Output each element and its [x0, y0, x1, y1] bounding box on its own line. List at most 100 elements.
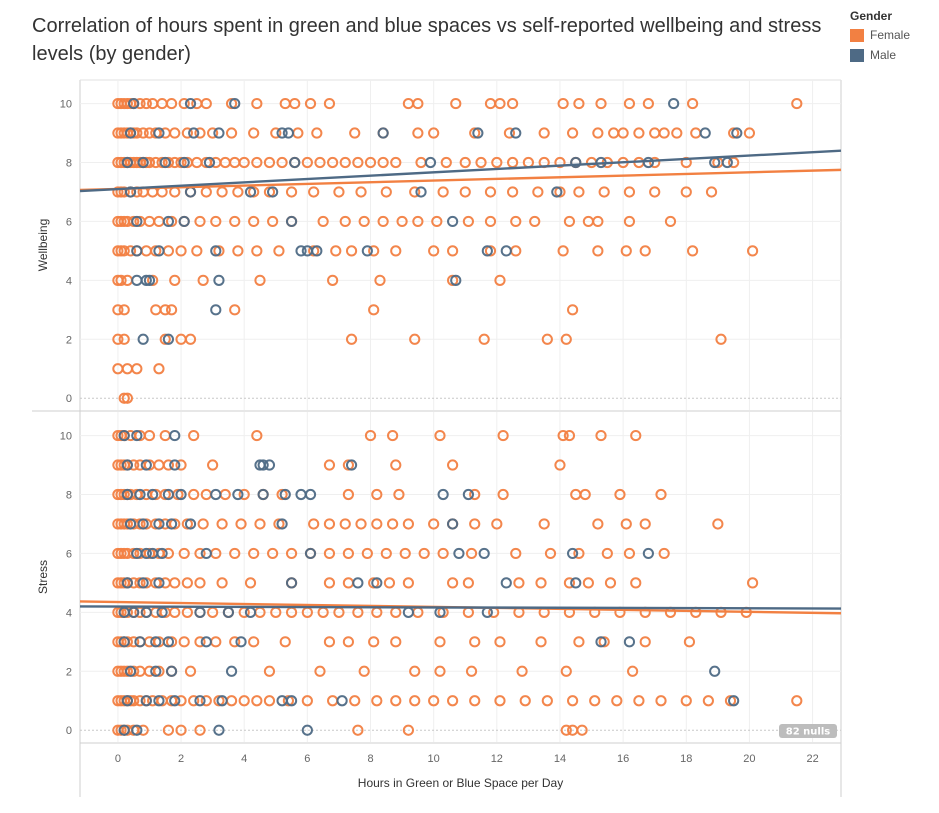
data-point-female[interactable] — [327, 695, 339, 707]
data-point-female[interactable] — [254, 518, 266, 530]
data-point-male[interactable] — [150, 636, 162, 648]
data-point-female[interactable] — [358, 665, 370, 677]
data-point-female[interactable] — [327, 274, 339, 286]
data-point-female[interactable] — [440, 156, 452, 169]
data-point-female[interactable] — [134, 695, 146, 707]
data-point-female[interactable] — [314, 665, 326, 677]
data-point-female[interactable] — [566, 304, 579, 316]
data-point-male[interactable] — [282, 127, 295, 139]
data-point-male[interactable] — [131, 724, 143, 736]
data-point-female[interactable] — [323, 577, 336, 589]
data-point-female[interactable] — [225, 695, 238, 707]
data-point-female[interactable] — [639, 518, 651, 530]
data-point-female[interactable] — [162, 245, 175, 257]
data-point-male[interactable] — [301, 724, 313, 736]
data-point-male[interactable] — [225, 665, 238, 677]
data-point-male[interactable] — [345, 459, 358, 471]
data-point-female[interactable] — [194, 724, 206, 736]
data-point-male[interactable] — [118, 724, 130, 736]
data-point-female[interactable] — [169, 127, 181, 139]
data-point-female[interactable] — [304, 97, 317, 110]
data-point-female[interactable] — [333, 186, 345, 198]
data-point-female[interactable] — [229, 215, 241, 228]
data-point-male[interactable] — [134, 636, 146, 648]
data-point-female[interactable] — [323, 459, 336, 471]
data-point-female[interactable] — [728, 156, 740, 169]
data-point-female[interactable] — [705, 186, 718, 198]
data-point-female[interactable] — [361, 547, 373, 560]
data-point-female[interactable] — [162, 459, 175, 471]
data-point-female[interactable] — [118, 333, 130, 345]
data-point-female[interactable] — [159, 304, 171, 316]
data-point-male[interactable] — [118, 429, 130, 442]
data-point-male[interactable] — [162, 215, 175, 228]
data-point-female[interactable] — [128, 459, 140, 471]
data-point-female[interactable] — [225, 127, 238, 139]
data-point-male[interactable] — [424, 156, 437, 169]
data-point-male[interactable] — [447, 215, 459, 228]
data-point-male[interactable] — [289, 156, 301, 169]
data-point-male[interactable] — [137, 577, 149, 589]
data-point-female[interactable] — [134, 97, 146, 110]
data-point-female[interactable] — [608, 127, 620, 139]
data-point-female[interactable] — [399, 547, 411, 560]
data-point-male[interactable] — [153, 577, 165, 589]
legend-item-female[interactable]: Female — [850, 28, 910, 42]
data-point-female[interactable] — [402, 518, 414, 530]
data-point-female[interactable] — [140, 245, 152, 257]
data-point-female[interactable] — [649, 156, 661, 169]
data-point-female[interactable] — [428, 695, 440, 707]
data-point-female[interactable] — [582, 577, 594, 589]
data-point-female[interactable] — [140, 97, 152, 110]
data-point-male[interactable] — [551, 186, 563, 198]
data-point-female[interactable] — [573, 547, 585, 560]
data-point-male[interactable] — [175, 488, 187, 501]
data-point-male[interactable] — [210, 488, 222, 501]
data-point-male[interactable] — [203, 156, 216, 169]
data-point-female[interactable] — [554, 459, 566, 471]
data-point-female[interactable] — [686, 97, 699, 110]
data-point-female[interactable] — [342, 488, 355, 501]
data-point-female[interactable] — [390, 636, 402, 648]
data-point-female[interactable] — [137, 127, 149, 139]
data-point-female[interactable] — [200, 97, 212, 110]
data-point-female[interactable] — [292, 127, 304, 139]
data-point-male[interactable] — [140, 695, 152, 707]
data-point-female[interactable] — [623, 547, 636, 560]
data-point-female[interactable] — [352, 724, 364, 736]
data-point-female[interactable] — [507, 186, 519, 198]
data-point-male[interactable] — [285, 577, 298, 589]
data-point-female[interactable] — [560, 724, 572, 736]
data-point-female[interactable] — [323, 636, 336, 648]
data-point-female[interactable] — [595, 429, 607, 442]
data-point-female[interactable] — [191, 245, 203, 257]
data-point-female[interactable] — [566, 695, 579, 707]
data-point-female[interactable] — [475, 156, 487, 169]
data-point-female[interactable] — [143, 156, 156, 169]
data-point-female[interactable] — [791, 695, 803, 707]
data-point-female[interactable] — [194, 577, 206, 589]
data-point-male[interactable] — [472, 127, 484, 139]
data-point-female[interactable] — [658, 547, 670, 560]
data-point-male[interactable] — [213, 127, 225, 139]
data-point-male[interactable] — [159, 156, 171, 169]
data-point-female[interactable] — [431, 215, 443, 228]
data-point-female[interactable] — [434, 636, 446, 648]
data-point-female[interactable] — [538, 127, 550, 139]
data-point-male[interactable] — [184, 518, 197, 530]
data-point-male[interactable] — [263, 459, 276, 471]
data-point-male[interactable] — [216, 695, 228, 707]
data-point-female[interactable] — [377, 156, 389, 169]
data-point-female[interactable] — [592, 518, 604, 530]
data-point-female[interactable] — [633, 695, 645, 707]
data-point-female[interactable] — [743, 127, 756, 139]
data-point-male[interactable] — [153, 127, 165, 139]
data-point-female[interactable] — [494, 695, 506, 707]
data-point-female[interactable] — [175, 245, 187, 257]
data-point-female[interactable] — [649, 127, 661, 139]
data-point-male[interactable] — [257, 459, 269, 471]
data-point-female[interactable] — [393, 488, 405, 501]
data-point-female[interactable] — [459, 156, 471, 169]
data-point-male[interactable] — [570, 156, 582, 169]
data-point-female[interactable] — [642, 97, 654, 110]
